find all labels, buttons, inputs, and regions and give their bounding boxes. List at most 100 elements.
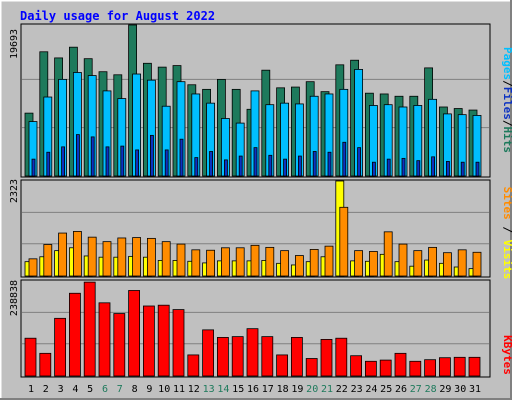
bar-kbytes xyxy=(231,336,244,377)
bar-kbytes xyxy=(468,356,481,377)
x-tick-label: 30 xyxy=(454,384,466,395)
x-tick-label: 7 xyxy=(117,384,123,395)
legend-pages: Pages xyxy=(501,47,512,80)
x-tick-label: 28 xyxy=(425,384,437,395)
hits-legend: Pages/Files/Hits xyxy=(501,47,512,153)
bar-sites xyxy=(73,231,82,277)
visits-ymax-label: 2323 xyxy=(9,179,20,203)
x-tick-label: 1 xyxy=(28,384,34,395)
bar-kbytes xyxy=(290,337,303,377)
bar-kbytes xyxy=(261,336,274,377)
x-tick-label: 18 xyxy=(277,384,289,395)
bar-pages xyxy=(61,146,65,177)
x-tick-label: 24 xyxy=(365,384,377,395)
x-tick-label: 12 xyxy=(188,384,200,395)
bar-pages xyxy=(371,161,376,177)
bar-kbytes xyxy=(83,281,96,377)
bar-sites xyxy=(457,249,467,277)
bar-sites xyxy=(383,231,393,277)
bar-kbytes xyxy=(320,339,333,377)
bar-sites xyxy=(413,250,423,277)
bar-kbytes xyxy=(128,290,141,377)
bar-pages xyxy=(401,157,406,177)
bar-kbytes xyxy=(335,337,348,377)
bar-sites xyxy=(398,243,408,277)
bar-sites xyxy=(472,251,482,277)
bar-pages xyxy=(357,147,362,177)
panel-visits-frame xyxy=(20,179,491,278)
bar-sites xyxy=(28,258,38,277)
panel-hits-frame xyxy=(20,23,491,178)
bar-pages xyxy=(46,151,51,177)
bar-pages xyxy=(238,155,243,177)
bar-kbytes xyxy=(364,360,377,377)
kbytes-legend: KBytes xyxy=(501,335,512,375)
bar-kbytes xyxy=(276,354,289,377)
bar-pages xyxy=(120,145,125,177)
bar-sites xyxy=(339,206,349,277)
bar-kbytes xyxy=(98,302,111,377)
bar-sites xyxy=(87,236,97,277)
bar-pages xyxy=(105,146,110,177)
x-tick-label: 23 xyxy=(351,384,363,395)
bar-pages xyxy=(135,149,140,177)
bar-pages xyxy=(179,138,184,177)
bar-sites xyxy=(220,247,230,277)
legend-sep-3: / xyxy=(501,220,512,240)
bar-pages xyxy=(209,151,214,177)
bar-sites xyxy=(58,232,67,277)
x-tick-label: 26 xyxy=(395,384,407,395)
bar-pages xyxy=(342,141,347,177)
bar-sites xyxy=(428,246,438,277)
bar-pages xyxy=(31,158,36,177)
bar-kbytes xyxy=(172,309,185,377)
bar-kbytes xyxy=(187,354,200,377)
bar-kbytes xyxy=(157,304,170,377)
legend-sep-1: / xyxy=(501,80,512,87)
x-tick-label: 9 xyxy=(146,384,152,395)
kbytes-ymax-label: 238838 xyxy=(9,280,20,316)
legend-hits: Hits xyxy=(501,127,512,154)
bars-layer xyxy=(22,24,489,377)
bar-pages xyxy=(297,155,302,177)
x-tick-label: 14 xyxy=(217,384,229,395)
bar-sites xyxy=(368,251,378,277)
x-tick-label: 13 xyxy=(203,384,215,395)
bar-pages xyxy=(90,136,95,177)
bar-kbytes xyxy=(216,337,229,377)
bar-sites xyxy=(132,237,142,277)
bar-kbytes xyxy=(69,292,81,377)
bar-pages xyxy=(253,147,258,177)
bar-sites xyxy=(294,255,304,277)
visits-legend: Sites / Visits xyxy=(501,187,512,280)
bar-kbytes xyxy=(350,355,363,377)
bar-sites xyxy=(235,247,245,277)
panel-kbytes-frame xyxy=(20,279,491,378)
bar-kbytes xyxy=(54,317,66,377)
bar-kbytes xyxy=(39,352,52,377)
bar-kbytes xyxy=(202,329,215,377)
bar-pages xyxy=(149,134,154,177)
bar-sites xyxy=(102,241,112,277)
hits-ymax-label: 19693 xyxy=(9,29,20,59)
x-tick-label: 3 xyxy=(58,384,64,395)
bar-kbytes xyxy=(24,337,37,377)
bar-sites xyxy=(146,237,156,277)
bar-pages xyxy=(268,154,273,177)
bar-pages xyxy=(386,158,391,177)
x-tick-label: 10 xyxy=(158,384,170,395)
bar-pages xyxy=(76,134,80,177)
x-tick-label: 2 xyxy=(43,384,49,395)
x-tick-label: 31 xyxy=(469,384,481,395)
x-tick-label: 5 xyxy=(87,384,93,395)
x-tick-label: 25 xyxy=(380,384,392,395)
bar-kbytes xyxy=(113,313,126,377)
bar-sites xyxy=(309,249,319,277)
x-axis-labels: 1 2 3 4 5 6 7 8 9 10 11 12 13 14 15 16 17 18 19 20 21 22 23 24 2… xyxy=(28,384,481,395)
bar-sites xyxy=(442,252,452,277)
bar-sites xyxy=(43,244,53,277)
x-tick-label: 20 xyxy=(306,384,318,395)
bar-kbytes xyxy=(438,357,451,377)
x-tick-label: 19 xyxy=(291,384,303,395)
legend-sep-2: / xyxy=(501,120,512,127)
